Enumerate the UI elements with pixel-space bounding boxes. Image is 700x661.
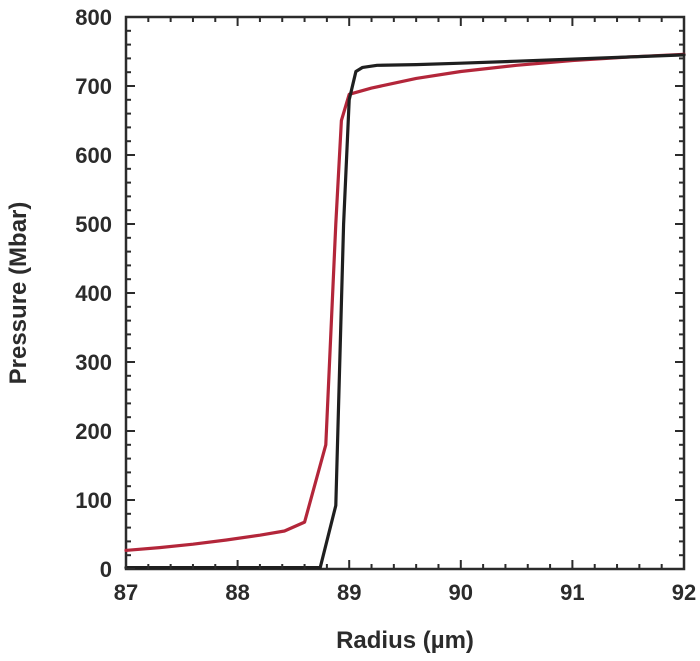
y-tick-label: 400	[75, 281, 112, 306]
x-tick-label: 88	[225, 580, 249, 605]
y-tick-label: 300	[75, 350, 112, 375]
y-axis-title: Pressure (Mbar)	[5, 202, 32, 385]
series-line-2	[124, 53, 686, 570]
y-tick-label: 600	[75, 143, 112, 168]
tick-labels: 87 88 89 90 91 92 0 100 200 300 400 500 600 700 800	[75, 5, 696, 605]
y-tick-label: 200	[75, 419, 112, 444]
x-tick-label: 89	[337, 580, 361, 605]
x-tick-label: 87	[114, 580, 138, 605]
plot-frame	[124, 15, 686, 571]
x-tick-label: 92	[672, 580, 696, 605]
y-tick-label: 500	[75, 212, 112, 237]
y-tick-label: 0	[100, 557, 112, 582]
x-tick-label: 90	[449, 580, 473, 605]
plot-area	[124, 15, 686, 571]
y-tick-label: 800	[75, 5, 112, 30]
series-group	[124, 52, 686, 570]
tick-marks	[125, 16, 685, 570]
x-axis-title: Radius (µm)	[336, 627, 474, 654]
y-tick-label: 100	[75, 488, 112, 513]
y-tick-label: 700	[75, 74, 112, 99]
x-tick-label: 91	[560, 580, 584, 605]
series-line-1	[124, 52, 686, 552]
